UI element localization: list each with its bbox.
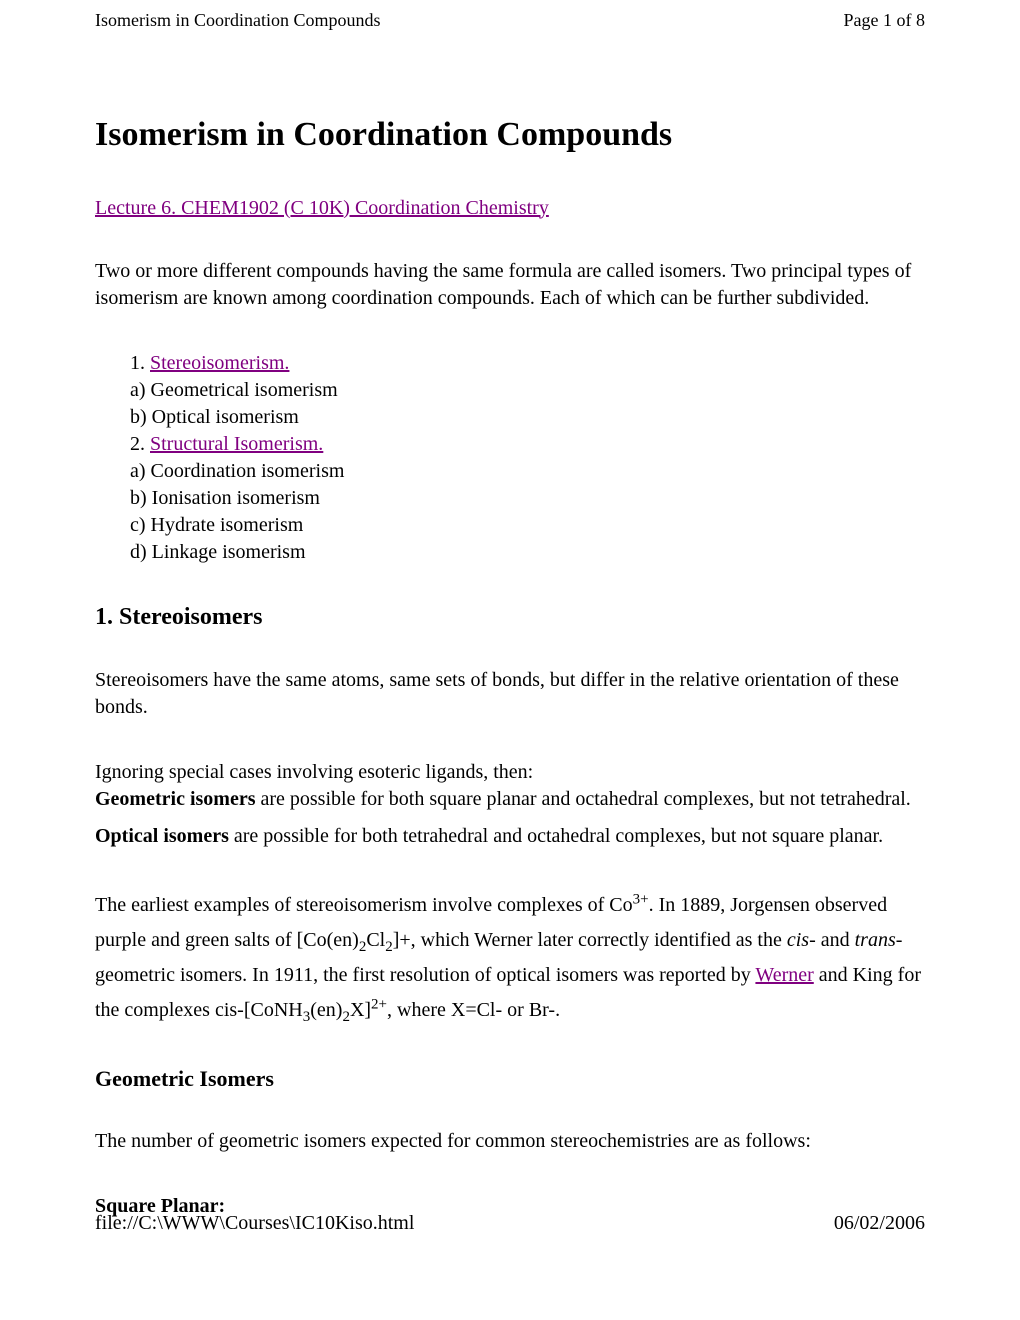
footer-path: file://C:\WWW\Courses\IC10Kiso.html bbox=[95, 1212, 414, 1235]
outline-item-2b: b) Ionisation isomerism bbox=[130, 485, 925, 512]
optical-isomers-label: Optical isomers bbox=[95, 825, 229, 847]
p2-line1: Ignoring special cases involving esoteri… bbox=[95, 761, 533, 783]
p4-sub2: 2 bbox=[385, 939, 393, 955]
page-footer: file://C:\WWW\Courses\IC10Kiso.html 06/0… bbox=[95, 1212, 925, 1235]
geometric-isomers-heading: Geometric Isomers bbox=[95, 1066, 925, 1092]
outline-num-1: 1. bbox=[130, 352, 150, 374]
section-1-heading: 1. Stereoisomers bbox=[95, 604, 925, 631]
p4-i: X] bbox=[350, 999, 371, 1021]
stereoisomerism-link[interactable]: Stereoisomerism. bbox=[150, 352, 289, 374]
p4-e: - and bbox=[809, 929, 855, 951]
p4-c: Cl bbox=[366, 929, 385, 951]
outline-item-2c: c) Hydrate isomerism bbox=[130, 512, 925, 539]
outline-item-2d: d) Linkage isomerism bbox=[130, 539, 925, 566]
outline-item-1: 1. Stereoisomerism. bbox=[130, 350, 925, 377]
p3-rest: are possible for both tetrahedral and oc… bbox=[229, 825, 883, 847]
outline-item-2a: a) Coordination isomerism bbox=[130, 458, 925, 485]
page-header: Isomerism in Coordination Compounds Page… bbox=[95, 10, 925, 31]
header-page-info: Page 1 of 8 bbox=[844, 10, 925, 31]
p4-j: , where X=Cl- or Br-. bbox=[387, 999, 560, 1021]
outline-item-2: 2. Structural Isomerism. bbox=[130, 431, 925, 458]
p4-sup1: 3+ bbox=[633, 891, 649, 907]
outline-block: 1. Stereoisomerism. a) Geometrical isome… bbox=[130, 350, 925, 566]
section-1-p1: Stereoisomers have the same atoms, same … bbox=[95, 667, 925, 721]
p4-h: (en) bbox=[310, 999, 342, 1021]
geo-p1: The number of geometric isomers expected… bbox=[95, 1128, 925, 1155]
main-title: Isomerism in Coordination Compounds bbox=[95, 111, 925, 159]
p4-cis: cis bbox=[787, 929, 809, 951]
p4-sup2: 2+ bbox=[371, 996, 387, 1012]
outline-item-1a: a) Geometrical isomerism bbox=[130, 377, 925, 404]
intro-paragraph: Two or more different compounds having t… bbox=[95, 258, 925, 312]
geometric-isomers-label: Geometric isomers bbox=[95, 788, 255, 810]
lecture-link[interactable]: Lecture 6. CHEM1902 (C 10K) Coordination… bbox=[95, 197, 549, 220]
outline-num-2: 2. bbox=[130, 433, 150, 455]
p2-rest: are possible for both square planar and … bbox=[255, 788, 910, 810]
footer-date: 06/02/2006 bbox=[834, 1212, 925, 1235]
outline-item-1b: b) Optical isomerism bbox=[130, 404, 925, 431]
p4-sub4: 2 bbox=[342, 1009, 350, 1025]
section-1-p4: The earliest examples of stereoisomerism… bbox=[95, 888, 925, 1028]
p4-d: ]+, which Werner later correctly identif… bbox=[393, 929, 787, 951]
p4-trans: trans bbox=[855, 929, 896, 951]
section-1-p2: Ignoring special cases involving esoteri… bbox=[95, 759, 925, 813]
structural-isomerism-link[interactable]: Structural Isomerism. bbox=[150, 433, 323, 455]
p4-a: The earliest examples of stereoisomerism… bbox=[95, 894, 633, 916]
section-1-p3: Optical isomers are possible for both te… bbox=[95, 823, 925, 850]
header-title: Isomerism in Coordination Compounds bbox=[95, 10, 381, 31]
werner-link[interactable]: Werner bbox=[755, 964, 813, 986]
